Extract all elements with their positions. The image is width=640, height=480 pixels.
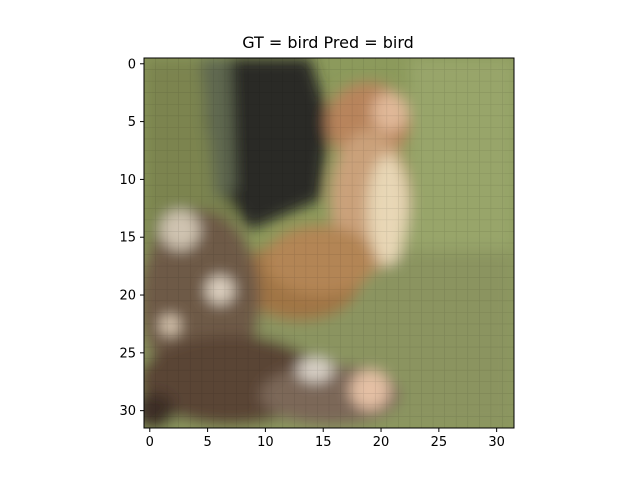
y-tick-label: 10 <box>119 173 136 188</box>
x-tick-label: 15 <box>315 435 332 450</box>
pixelated-bird-image <box>144 58 514 428</box>
y-tick-label: 20 <box>119 289 136 304</box>
x-tick-label: 30 <box>488 435 505 450</box>
y-tick-label: 0 <box>128 57 136 72</box>
figure-title: GT = bird Pred = bird <box>242 33 414 52</box>
y-tick-label: 5 <box>128 115 136 130</box>
x-axis: 0 5 10 15 20 25 30 <box>146 428 505 450</box>
x-tick-label: 20 <box>373 435 390 450</box>
y-tick-label: 15 <box>119 231 136 246</box>
y-tick-label: 30 <box>119 404 136 419</box>
x-tick-label: 0 <box>146 435 154 450</box>
y-tick-label: 25 <box>119 346 136 361</box>
x-tick-label: 5 <box>203 435 211 450</box>
y-axis: 0 5 10 15 20 25 30 <box>119 57 144 419</box>
x-tick-label: 25 <box>431 435 448 450</box>
x-tick-label: 10 <box>257 435 274 450</box>
axes-frame <box>143 57 515 429</box>
